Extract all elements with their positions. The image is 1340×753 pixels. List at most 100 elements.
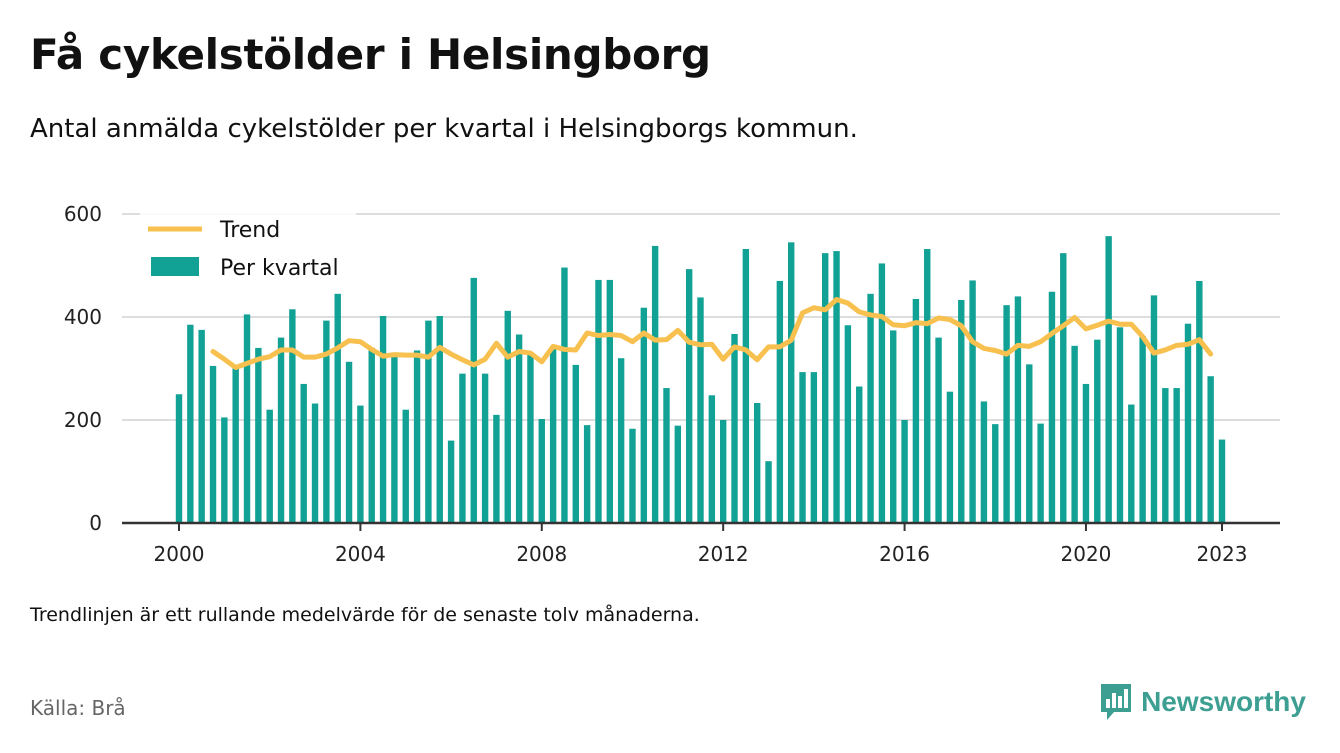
bar: [946, 391, 954, 523]
bar: [663, 388, 670, 523]
bar: [232, 365, 239, 523]
bar: [175, 394, 183, 523]
bar: [1150, 295, 1158, 523]
bar: [697, 297, 704, 523]
bar: [1162, 388, 1169, 523]
bar: [583, 425, 591, 523]
bar: [629, 428, 636, 523]
bar: [1207, 376, 1214, 523]
chart-title: Få cykelstölder i Helsingborg: [30, 30, 711, 79]
bar: [549, 348, 557, 523]
bar: [708, 395, 716, 523]
legend: Trend Per kvartal: [140, 206, 356, 292]
bar: [765, 461, 772, 523]
bar: [300, 383, 307, 523]
chart-subtitle: Antal anmälda cykelstölder per kvartal i…: [30, 114, 858, 144]
bar: [753, 403, 761, 523]
bar: [425, 320, 432, 523]
bar: [447, 440, 455, 523]
bar: [924, 249, 931, 523]
legend-trend-label: Trend: [219, 218, 280, 243]
bar: [345, 361, 353, 523]
bar: [334, 293, 341, 523]
bar: [719, 420, 727, 523]
bar: [776, 280, 784, 523]
y-tick-label: 400: [64, 305, 102, 329]
x-axis-labels: 2000 2004 2008 2012 2016 2020 2023: [154, 542, 1248, 566]
x-tick-label: 2016: [879, 542, 930, 566]
bar: [1218, 439, 1226, 523]
bar: [368, 347, 375, 523]
bar: [731, 334, 738, 523]
bar: [617, 358, 625, 523]
bar: [1105, 236, 1112, 523]
bar: [856, 386, 863, 523]
bar: [1003, 305, 1010, 523]
source-note: Källa: Brå: [30, 696, 126, 720]
bar: [504, 310, 511, 523]
brand-logo[interactable]: Newsworthy: [1099, 682, 1306, 722]
bar: [1048, 291, 1056, 523]
bar: [357, 405, 364, 523]
bar: [969, 280, 976, 523]
bar: [1082, 383, 1090, 523]
legend-bar-swatch: [151, 257, 199, 276]
bar: [742, 249, 750, 523]
bar: [289, 309, 296, 523]
bar: [1139, 336, 1146, 523]
x-axis: [122, 521, 1280, 531]
bar: [890, 330, 897, 523]
bar: [470, 277, 477, 523]
x-tick-label: 2012: [698, 542, 749, 566]
bar: [595, 279, 602, 523]
bar: [1196, 280, 1203, 523]
bar: [640, 307, 648, 523]
bar: [912, 298, 920, 523]
legend-background: [140, 206, 356, 292]
bar: [209, 365, 217, 523]
bar: [1184, 323, 1192, 523]
bar: [527, 353, 534, 523]
bar-chart-speech-bubble-icon: [1101, 684, 1132, 720]
bar: [1071, 345, 1078, 523]
bar: [1037, 423, 1044, 523]
bar: [436, 315, 443, 523]
bar: [935, 337, 942, 523]
bar: [685, 269, 693, 523]
bar: [277, 337, 285, 523]
y-tick-label: 600: [64, 202, 102, 226]
x-tick-label: 2000: [154, 542, 205, 566]
y-axis-labels: 0 200 400 600: [64, 202, 102, 535]
bar: [674, 425, 682, 523]
bar: [867, 293, 874, 523]
x-tick-label: 2020: [1061, 542, 1112, 566]
bar: [379, 315, 387, 523]
y-tick-label: 0: [89, 511, 102, 535]
bar: [255, 347, 262, 523]
bar: [481, 373, 489, 523]
bar: [515, 334, 523, 523]
bar: [833, 251, 840, 523]
bar: [221, 417, 228, 523]
bar: [572, 364, 579, 523]
bar: [538, 418, 545, 523]
bars-per-kvartal: [175, 236, 1226, 524]
x-tick-label: 2008: [516, 542, 567, 566]
x-tick-label: 2004: [335, 542, 386, 566]
bar: [311, 403, 319, 523]
bar: [402, 409, 409, 523]
bar: [844, 325, 852, 523]
bar: [266, 409, 273, 523]
bar: [1173, 388, 1180, 523]
bar: [391, 355, 398, 524]
bar: [323, 320, 330, 523]
bar: [810, 372, 818, 523]
trend-line-layer: [210, 296, 1214, 370]
bar: [799, 372, 806, 523]
bar: [1026, 364, 1033, 523]
y-tick-label: 200: [64, 408, 102, 432]
bar: [187, 324, 194, 523]
bar: [651, 245, 659, 523]
trend-line: [210, 296, 1214, 370]
